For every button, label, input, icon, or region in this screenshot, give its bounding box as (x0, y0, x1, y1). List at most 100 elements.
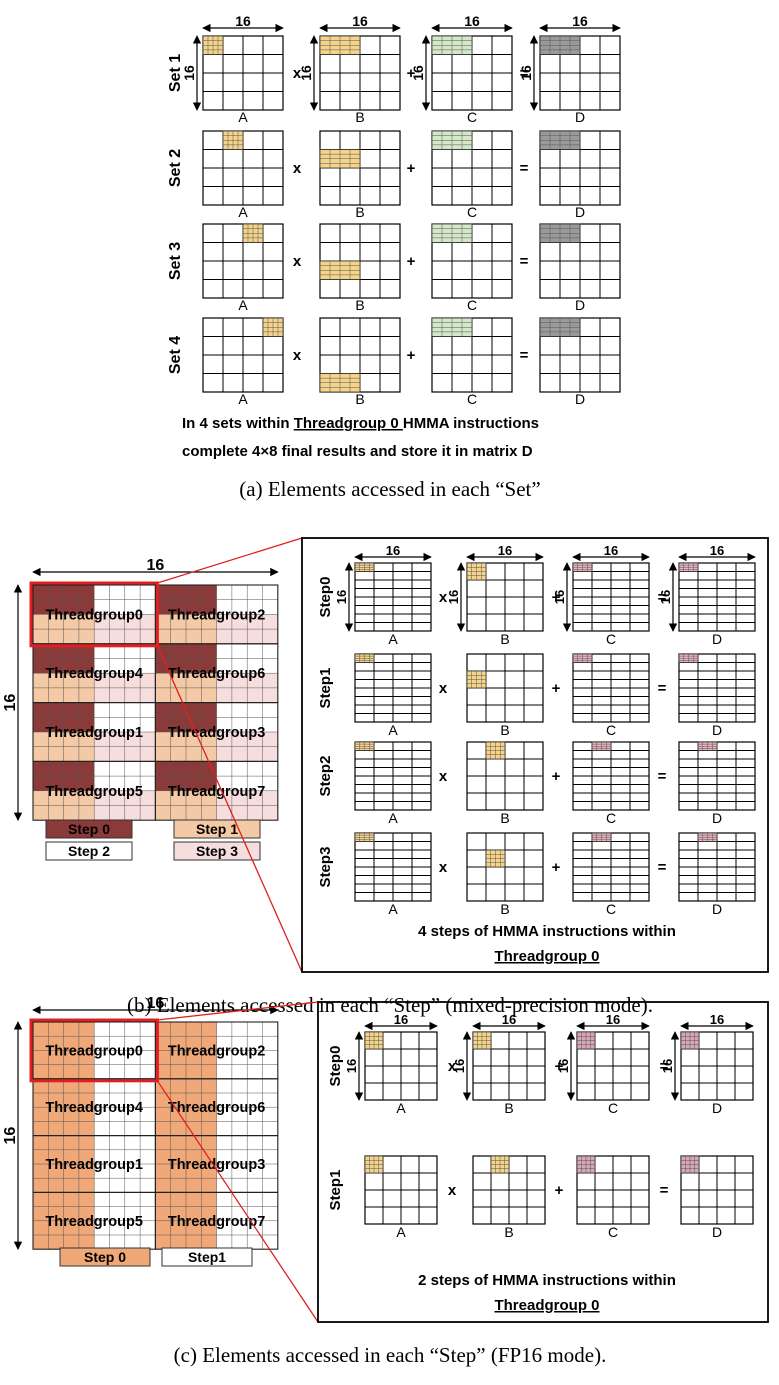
d-row-patch (539, 223, 581, 243)
operator: x (448, 1182, 457, 1199)
operator: = (658, 589, 667, 606)
matrix-C (572, 741, 650, 811)
c-block-patch (572, 653, 593, 663)
matrix-label: B (500, 722, 509, 738)
width-dim-label: 16 (710, 543, 724, 558)
matrix-label: D (575, 391, 585, 407)
step-label: Step2 (317, 756, 334, 797)
operator: + (552, 768, 561, 785)
a-block-patch (202, 35, 224, 55)
d-block-patch (678, 562, 699, 572)
matrix-label: A (388, 810, 398, 826)
operator: + (555, 1182, 564, 1199)
d-row-patch (539, 130, 581, 150)
matrix-D (678, 741, 756, 811)
set-label: Set 3 (167, 242, 184, 280)
matrix-label: A (238, 297, 248, 313)
operator: x (448, 1058, 457, 1075)
matrix-label: D (712, 810, 722, 826)
operator: x (293, 65, 302, 82)
panel-c-caption: (c) Elements accessed in each “Step” (FP… (174, 1343, 607, 1367)
threadgroup-label: Threadgroup0 (45, 1043, 142, 1059)
threadgroup-label: Threadgroup1 (45, 1157, 142, 1173)
b-block-patch (466, 562, 487, 581)
matrix-label: B (355, 109, 364, 125)
matrix-label: B (504, 1224, 513, 1240)
matrix-label: B (500, 631, 509, 647)
c-row-patch (431, 223, 473, 243)
matrix-D (678, 562, 756, 632)
height-dim-label: 16 (518, 65, 534, 81)
a-block-patch (242, 223, 264, 243)
d-row-patch (539, 35, 581, 55)
legend-swatch (173, 819, 261, 839)
matrix-A (202, 317, 284, 393)
matrix-label: D (712, 1100, 722, 1116)
matrix-label: A (396, 1224, 406, 1240)
matrix-label: C (606, 901, 616, 917)
set-row: Set 2 A B C Dx + = (167, 130, 621, 220)
matrix-label: D (575, 297, 585, 313)
grid-width-dim-label: 16 (147, 557, 165, 574)
width-dim-label: 16 (352, 13, 368, 29)
operator: + (407, 65, 416, 82)
width-dim-label: 16 (498, 543, 512, 558)
threadgroup-label: Threadgroup2 (168, 607, 265, 623)
legend-label: Step 0 (68, 821, 110, 837)
c-block-patch (591, 832, 612, 842)
threadgroup-label: Threadgroup4 (45, 666, 142, 682)
b-row-patch (319, 149, 361, 169)
operator: = (660, 1182, 669, 1199)
matrix-label: C (606, 810, 616, 826)
threadgroup-label: Threadgroup2 (168, 1043, 265, 1059)
operator: x (293, 253, 302, 270)
matrix-D (678, 653, 756, 723)
threadgroup-label: Threadgroup7 (168, 784, 265, 800)
operator: x (293, 347, 302, 364)
height-dim-label: 16 (658, 590, 673, 604)
set-row: Set 4 A B C Dx + = (167, 317, 621, 407)
set-row: Set 3 A B C Dx + = (167, 223, 621, 313)
matrix-label: C (608, 1100, 618, 1116)
operator: x (439, 680, 448, 697)
c-block-patch (576, 1031, 596, 1050)
panel-c-note-line2: Threadgroup 0 (494, 1297, 599, 1314)
b-row-patch (319, 373, 361, 393)
matrix-C (572, 562, 650, 632)
operator: x (293, 160, 302, 177)
height-dim-label: 16 (344, 1059, 359, 1073)
panel-b: Threadgroup0 Threadgroup2 Threadgroup4 Thre… (2, 537, 769, 973)
b-block-patch (485, 741, 506, 760)
operator: = (658, 859, 667, 876)
operator: + (407, 253, 416, 270)
threadgroup-label: Threadgroup7 (168, 1214, 265, 1230)
height-dim-label: 16 (452, 1059, 467, 1073)
matrix-label: C (467, 204, 477, 220)
grid-width-dim-label: 16 (147, 995, 165, 1012)
operator: + (407, 160, 416, 177)
height-dim-label: 16 (334, 590, 349, 604)
matrix-label: C (606, 722, 616, 738)
b-block-patch (485, 849, 506, 868)
b-row-patch (319, 35, 361, 55)
b-block-patch (472, 1031, 492, 1050)
matrix-B (466, 562, 544, 632)
threadgroup-label: Threadgroup3 (168, 1157, 265, 1173)
set-label: Set 1 (167, 54, 184, 92)
matrix-A (354, 562, 432, 632)
matrix-label: C (606, 631, 616, 647)
matrix-label: B (500, 810, 509, 826)
step-row: Step2 A B C Dx + = (317, 741, 756, 826)
panel-b-caption: (b) Elements accessed in each “Step” (mi… (127, 993, 653, 1017)
matrix-label: D (575, 109, 585, 125)
matrix-label: A (388, 722, 398, 738)
legend-swatch (173, 841, 261, 861)
width-dim-label: 16 (235, 13, 251, 29)
threadgroup-grid: Threadgroup0 Threadgroup2 Threadgroup4 Thre… (29, 1018, 279, 1250)
threadgroup-label: Threadgroup5 (45, 784, 142, 800)
width-dim-label: 16 (604, 543, 618, 558)
matrix-A (354, 832, 432, 902)
